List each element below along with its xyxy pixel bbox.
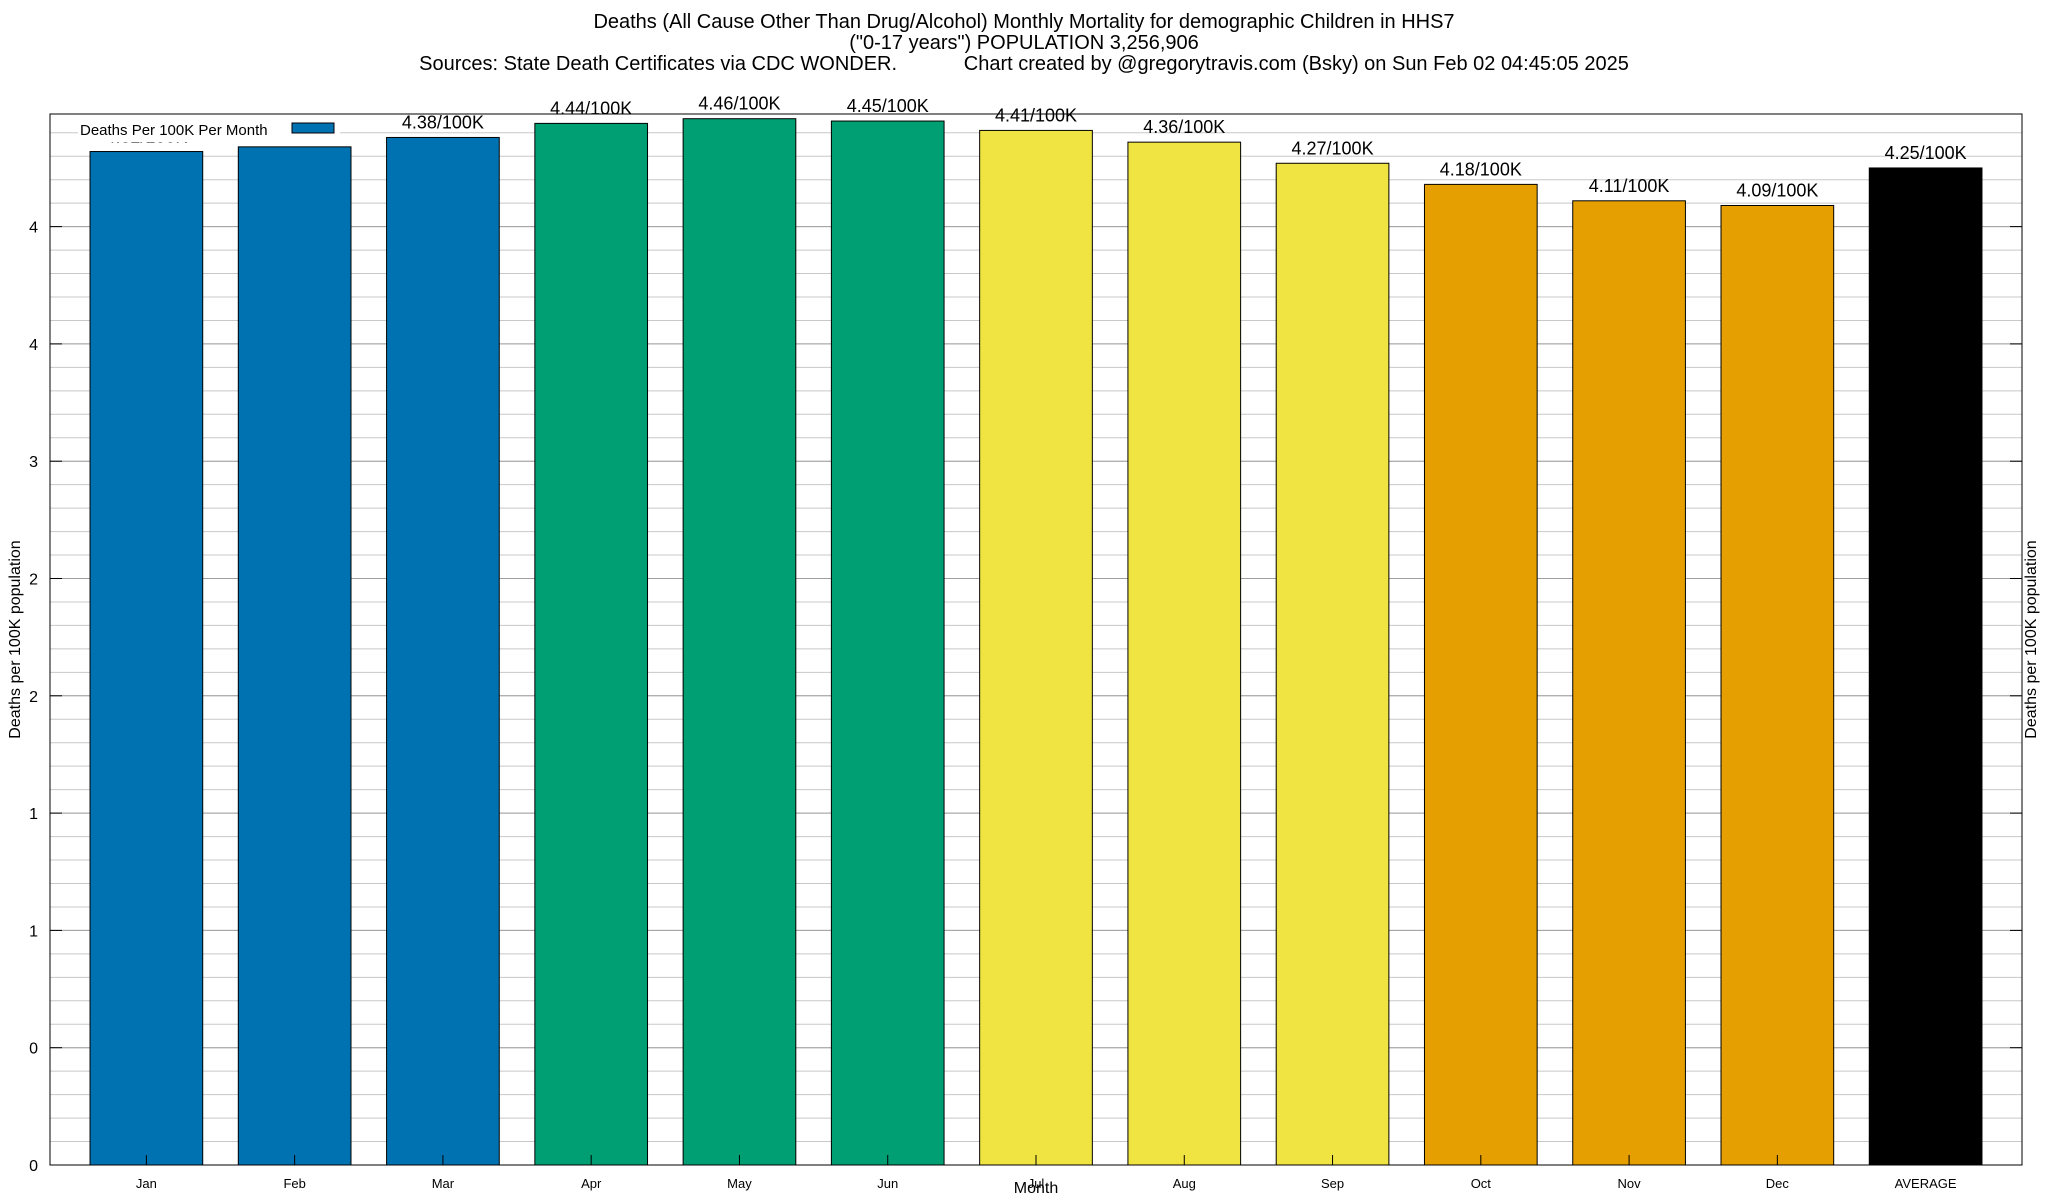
y-tick-label: 4: [29, 337, 38, 354]
x-tick-label: Nov: [1618, 1176, 1642, 1191]
data-label: 4.45/100K: [847, 96, 929, 116]
x-tick-label: May: [727, 1176, 752, 1191]
bar-jan: [89, 151, 204, 1166]
x-tick-label: Oct: [1471, 1176, 1492, 1191]
x-axis-title: Month: [1014, 1180, 1058, 1197]
x-tick-label: Aug: [1173, 1176, 1196, 1191]
y-axis-title-right: Deaths per 100K population: [2023, 540, 2040, 738]
bar-jun: [830, 120, 945, 1166]
x-tick-label: Feb: [283, 1176, 305, 1191]
bar-sep: [1275, 162, 1390, 1166]
legend-label: Deaths Per 100K Per Month: [80, 122, 268, 139]
y-tick-label: 2: [29, 689, 38, 706]
y-tick-label: 2: [29, 572, 38, 589]
y-tick-label: 1: [29, 806, 38, 823]
chart-source-line: Sources: State Death Certificates via CD…: [0, 54, 2048, 75]
chart-credit: Chart created by @gregorytravis.com (Bsk…: [963, 53, 1629, 75]
y-tick-label: 4: [29, 220, 38, 237]
data-label: 4.36/100K: [1143, 117, 1225, 137]
bar-may: [682, 118, 797, 1166]
y-tick-label: 0: [29, 1158, 38, 1175]
bar-average: [1868, 167, 1983, 1166]
bar-feb: [237, 146, 352, 1166]
data-label: 4.41/100K: [995, 105, 1077, 125]
chart-title-block: Deaths (All Cause Other Than Drug/Alcoho…: [0, 12, 2048, 75]
data-label: 4.25/100K: [1885, 143, 1967, 163]
bar-jul: [979, 129, 1093, 1166]
chart-subtitle: ("0-17 years") POPULATION 3,256,906: [849, 32, 1199, 54]
y-tick-label: 1: [29, 923, 38, 940]
x-tick-label: Jun: [877, 1176, 898, 1191]
x-tick-label: Sep: [1321, 1176, 1344, 1191]
bar-apr: [534, 122, 649, 1166]
y-tick-label: 0: [29, 1041, 38, 1058]
data-label: 4.46/100K: [698, 94, 780, 114]
axis-ticks: 0 0 1 1 2 2 3 4 4 Jan Feb Mar Apr May Jun Jul Aug Sep Oct N…: [29, 220, 2022, 1191]
chart-title: Deaths (All Cause Other Than Drug/Alcoho…: [593, 11, 1455, 33]
bar-aug: [1127, 141, 1242, 1166]
x-tick-label: Apr: [581, 1176, 602, 1191]
data-label: 4.44/100K: [550, 98, 632, 118]
y-tick-label: 3: [29, 454, 38, 471]
x-tick-label: Jan: [136, 1176, 157, 1191]
bar-mar: [386, 136, 500, 1166]
chart-sources: Sources: State Death Certificates via CD…: [419, 53, 898, 75]
y-axis-title-left: Deaths per 100K population: [7, 540, 24, 738]
data-label: 4.38/100K: [402, 112, 484, 132]
x-tick-label: AVERAGE: [1895, 1176, 1957, 1191]
data-label: 4.11/100K: [1589, 176, 1670, 196]
x-tick-label: Mar: [432, 1176, 455, 1191]
legend: Deaths Per 100K Per Month: [78, 118, 340, 142]
x-tick-label: Dec: [1766, 1176, 1790, 1191]
data-label: 4.09/100K: [1736, 180, 1818, 200]
x-tick-label: Jul: [1028, 1176, 1045, 1191]
bar-nov: [1572, 200, 1686, 1166]
data-label: 4.27/100K: [1292, 138, 1374, 158]
bar-dec: [1720, 204, 1835, 1166]
bar-oct: [1423, 183, 1538, 1166]
data-label: 4.18/100K: [1440, 159, 1522, 179]
bars: [89, 118, 1983, 1166]
legend-swatch: [291, 122, 335, 134]
